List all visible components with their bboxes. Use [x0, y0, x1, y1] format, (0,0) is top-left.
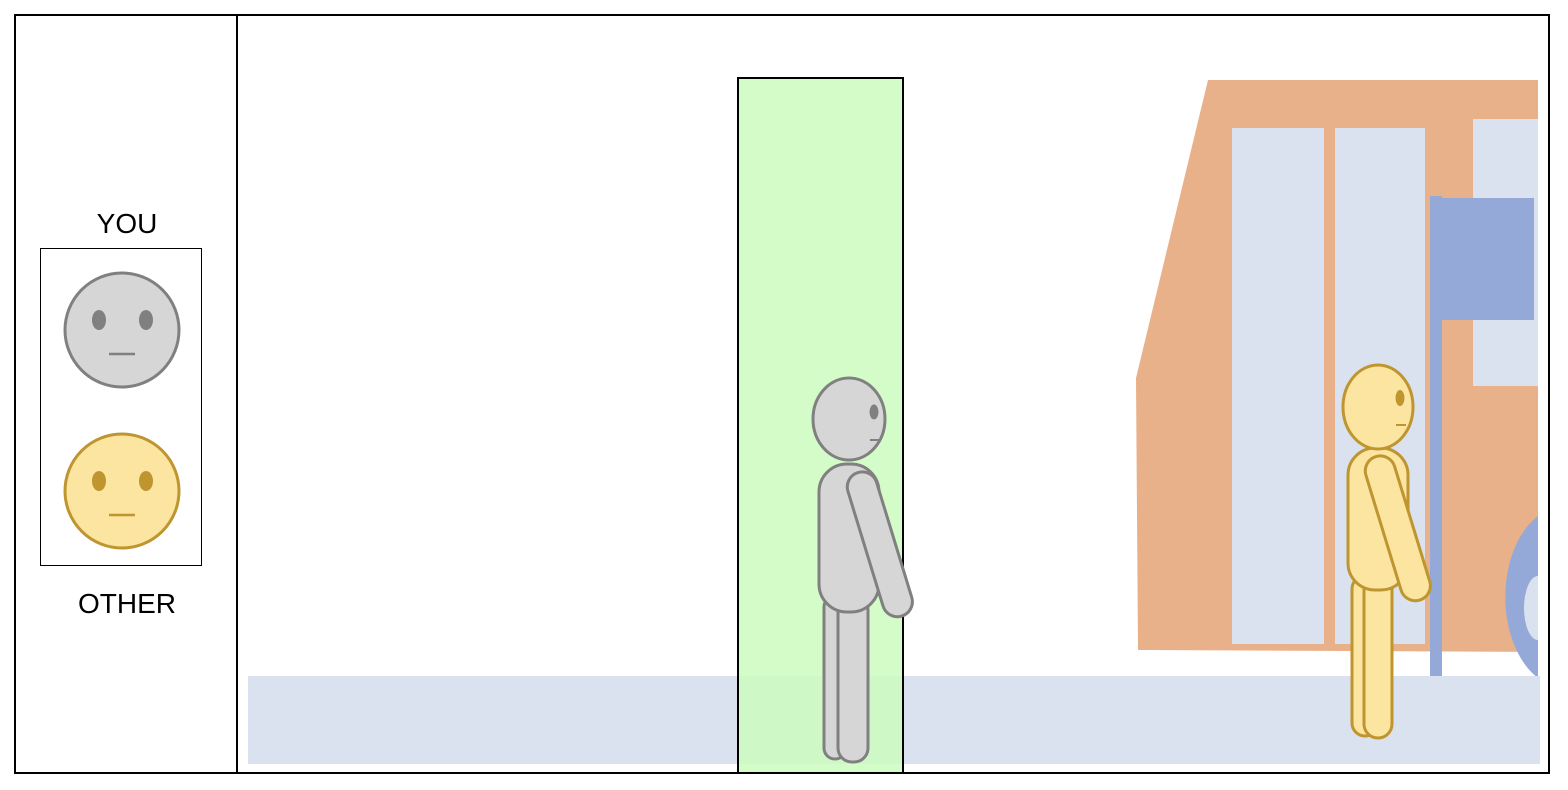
other-face-icon [63, 432, 181, 550]
you-eye [869, 404, 879, 420]
you-leg-front [836, 594, 870, 764]
bus-wheel [1505, 516, 1538, 678]
bus-stop-sign [1430, 196, 1534, 676]
other-leg-front [1362, 574, 1394, 740]
diagram-frame: YOU OTHER [14, 14, 1550, 774]
you-face-icon [63, 271, 181, 389]
other-eye [1395, 390, 1405, 406]
legend-other-label: OTHER [78, 588, 176, 619]
bus [1136, 80, 1538, 678]
legend-panel: YOU OTHER [16, 16, 238, 772]
scene-canvas [248, 77, 1540, 772]
legend-you-label: YOU [96, 208, 158, 239]
legend-box [40, 248, 202, 566]
bus-stop-sign-plate [1430, 198, 1534, 320]
bus-door-left [1232, 128, 1324, 644]
person-other [1341, 363, 1432, 740]
other-head [1341, 363, 1415, 451]
you-arm [845, 470, 914, 619]
you-head [811, 376, 887, 462]
person-you [811, 376, 914, 764]
bus-wheel-hub [1524, 576, 1538, 640]
other-arm [1363, 454, 1432, 603]
